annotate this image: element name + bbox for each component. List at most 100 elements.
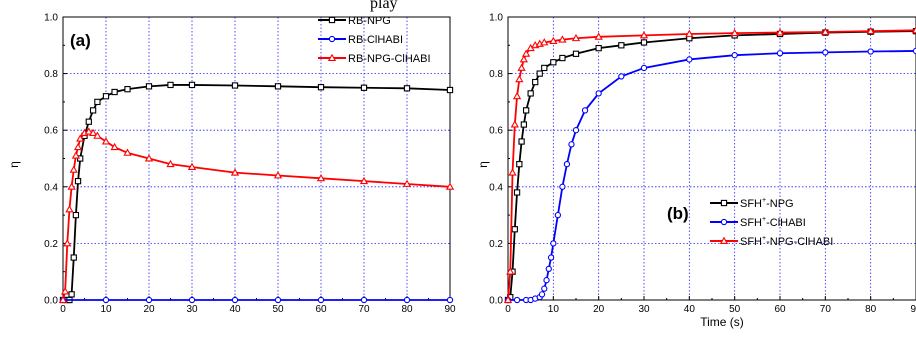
data-point: [403, 85, 411, 92]
x-tick-label: 60: [315, 304, 327, 315]
legend-marker: [720, 218, 728, 226]
data-point: [516, 161, 523, 168]
data-point: [145, 83, 153, 90]
data-point: [822, 49, 829, 56]
data-point: [541, 285, 548, 292]
data-point: [572, 50, 580, 57]
data-point: [231, 82, 239, 89]
data-point: [559, 183, 566, 190]
data-point: [65, 205, 74, 213]
legend-entry: SFH+-NPG: [740, 197, 794, 210]
data-point: [532, 78, 539, 86]
data-point: [446, 86, 454, 94]
y-tick-label: 0.6: [489, 126, 503, 137]
data-point: [563, 161, 571, 168]
legend-entry: RB-NPG-ClHABI: [348, 53, 431, 65]
data-point: [550, 240, 557, 247]
data-point: [513, 189, 521, 196]
y-tick-label: 0.4: [489, 182, 503, 193]
legend-entry: SFH+-NPG-ClHABI: [740, 235, 833, 248]
data-point: [536, 70, 543, 77]
series-line-1: [508, 50, 916, 301]
data-point: [402, 179, 412, 187]
data-point: [274, 83, 282, 90]
y-axis-label: η: [476, 161, 490, 168]
data-point: [231, 296, 239, 304]
y-tick-label: 0.0: [44, 296, 58, 307]
data-point: [166, 159, 175, 168]
data-point: [581, 107, 589, 114]
data-point: [89, 107, 97, 114]
data-point: [317, 84, 325, 91]
x-tick-label: 10: [100, 304, 112, 315]
data-point: [866, 26, 875, 35]
data-point: [686, 56, 693, 63]
x-tick-label: 50: [729, 304, 741, 315]
data-point: [72, 211, 80, 219]
panel-label: (b): [667, 204, 689, 223]
data-point: [59, 295, 68, 303]
data-point: [506, 267, 515, 275]
data-point: [594, 32, 603, 40]
data-point: [167, 81, 174, 89]
data-point: [101, 137, 111, 145]
data-point: [61, 287, 70, 295]
y-tick-label: 0.2: [44, 239, 58, 250]
data-point: [595, 44, 602, 52]
x-tick-label: 80: [401, 304, 413, 315]
legend: RB-NPG RB-ClHABI RB-NPG-ClHABI: [318, 15, 431, 65]
legend-entry: RB-NPG: [348, 15, 391, 27]
data-point: [111, 88, 118, 96]
data-point: [63, 239, 72, 247]
series-group: [59, 81, 454, 304]
x-tick-label: 90: [444, 304, 456, 315]
data-point: [124, 86, 131, 93]
data-point: [911, 25, 916, 34]
data-point: [446, 296, 454, 304]
data-point: [515, 74, 524, 83]
x-tick-label: 40: [229, 304, 241, 315]
y-tick-label: 0.0: [489, 296, 503, 307]
data-point: [504, 295, 513, 303]
x-tick-label: 30: [186, 304, 198, 315]
data-point: [445, 182, 454, 190]
data-point: [102, 93, 110, 100]
data-point: [84, 127, 93, 135]
data-point: [527, 90, 534, 97]
data-point: [521, 49, 531, 57]
x-tick-label: 20: [593, 304, 605, 315]
x-tick-label: 40: [684, 304, 696, 315]
x-tick-label: 70: [358, 304, 370, 315]
data-point: [543, 277, 550, 284]
y-tick-label: 0.8: [489, 69, 503, 80]
data-point: [76, 134, 85, 142]
data-point: [520, 121, 528, 128]
data-point: [558, 35, 567, 43]
data-point: [639, 31, 649, 39]
data-point: [519, 55, 529, 63]
data-point: [274, 296, 282, 304]
data-point: [403, 296, 411, 304]
data-point: [731, 52, 738, 59]
y-tick-label: 0.6: [44, 126, 58, 137]
data-point: [522, 107, 530, 114]
legend-marker: [327, 53, 337, 61]
x-axis-label: Time (s): [700, 315, 744, 329]
y-tick-label: 1.0: [44, 13, 58, 24]
data-point: [776, 50, 784, 57]
data-point: [85, 118, 92, 125]
x-tick-label: 10: [548, 304, 560, 315]
data-point: [867, 48, 874, 55]
data-point: [508, 168, 517, 176]
chart-panel-a: 0 10 20 30 40 50 60 70 80 90 0.0 0.2 0.4 0.6 0.8 1.0 η (a…: [7, 13, 456, 316]
data-point: [102, 296, 110, 304]
caption-fragment: play: [370, 0, 398, 12]
data-point: [517, 63, 526, 71]
data-point: [568, 141, 575, 148]
legend-marker: [719, 236, 729, 244]
data-point: [123, 148, 132, 156]
legend-marker: [328, 16, 336, 24]
data-point: [545, 265, 552, 273]
data-point: [360, 84, 368, 91]
